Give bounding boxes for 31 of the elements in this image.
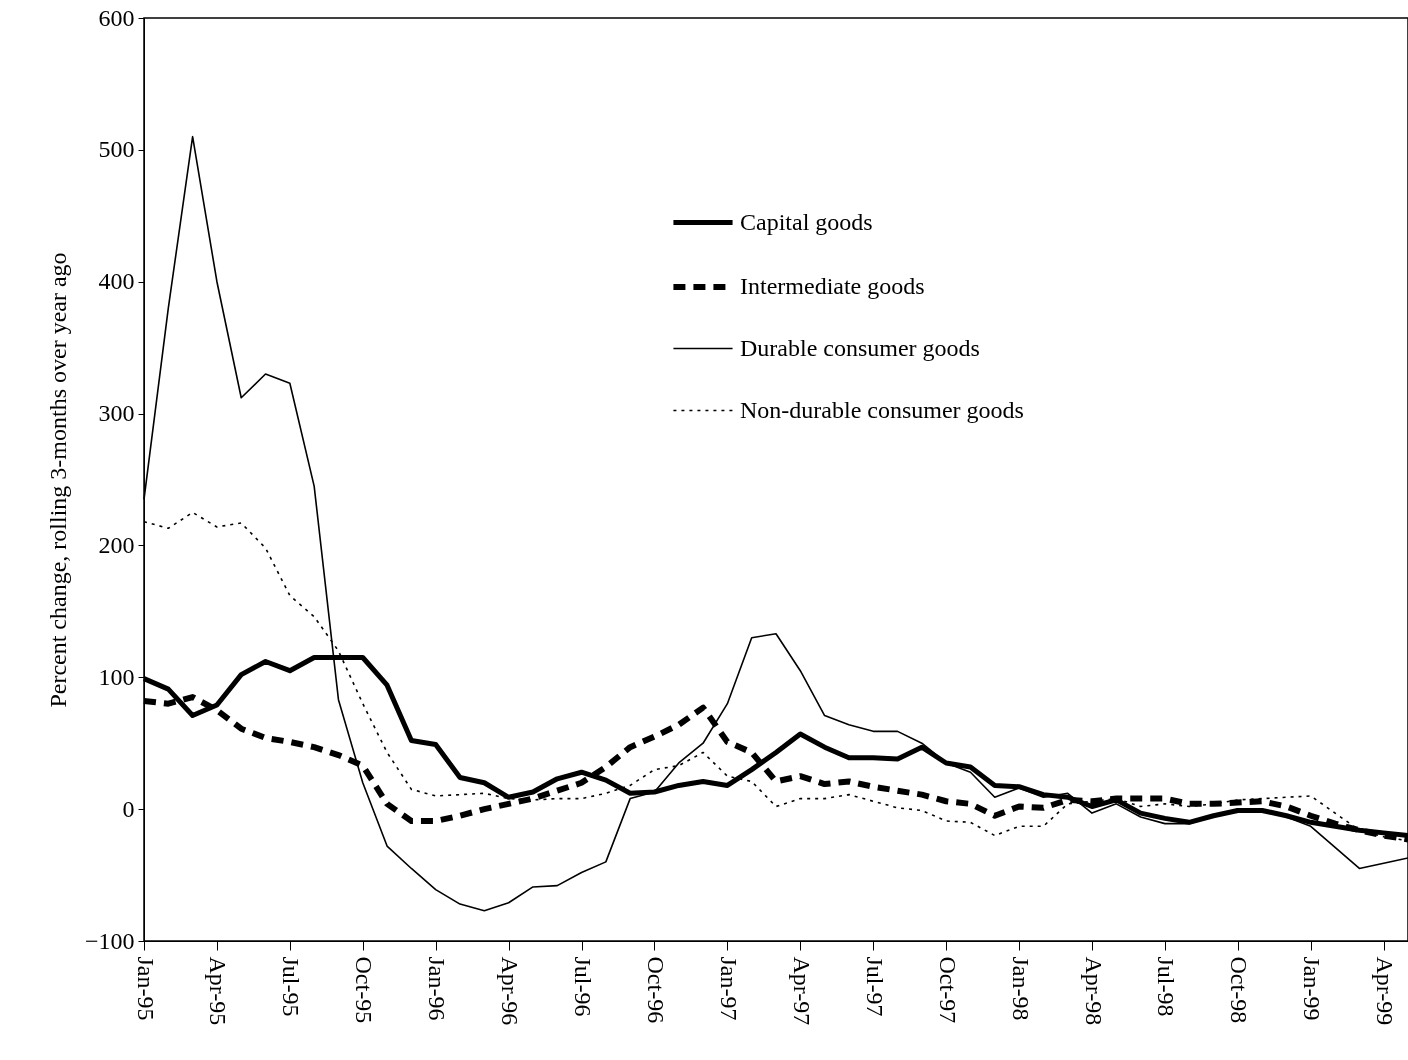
x-tick-label: Apr-95 — [205, 956, 232, 1026]
x-tick-label: Jul-96 — [570, 956, 597, 1017]
y-tick-label: −100 — [84, 927, 135, 954]
y-tick-label: 500 — [98, 136, 135, 163]
y-tick-label: 0 — [122, 795, 135, 822]
x-tick-label: Apr-97 — [788, 956, 815, 1026]
x-tick-label: Jul-98 — [1153, 956, 1180, 1017]
legend-label: Durable consumer goods — [740, 334, 980, 361]
x-tick-label: Oct-96 — [642, 956, 669, 1024]
x-tick-label: Jul-97 — [861, 956, 888, 1017]
y-tick-label: 100 — [98, 663, 135, 690]
x-tick-label: Apr-96 — [497, 956, 524, 1026]
x-tick-label: Jul-95 — [278, 956, 305, 1017]
x-tick-label: Jan-97 — [715, 956, 742, 1021]
y-axis-title: Percent change, rolling 3-months over year ago — [44, 252, 71, 708]
legend-label: Intermediate goods — [740, 273, 925, 299]
y-tick-label: 600 — [98, 4, 135, 31]
x-tick-label: Oct-98 — [1226, 956, 1253, 1024]
x-tick-label: Oct-95 — [351, 956, 378, 1024]
x-tick-label: Jan-99 — [1299, 956, 1326, 1021]
x-tick-label: Jan-98 — [1007, 956, 1034, 1021]
y-tick-label: 200 — [98, 531, 135, 558]
y-tick-label: 300 — [98, 400, 135, 427]
x-tick-label: Jan-95 — [132, 956, 159, 1021]
legend-label: Capital goods — [740, 208, 873, 235]
x-tick-label: Apr-98 — [1080, 956, 1107, 1026]
y-tick-label: 400 — [98, 268, 135, 295]
x-tick-label: Apr-99 — [1372, 956, 1399, 1026]
legend-label: Non-durable consumer goods — [740, 396, 1024, 423]
x-tick-label: Jan-96 — [424, 956, 451, 1021]
x-tick-label: Oct-97 — [934, 956, 961, 1024]
